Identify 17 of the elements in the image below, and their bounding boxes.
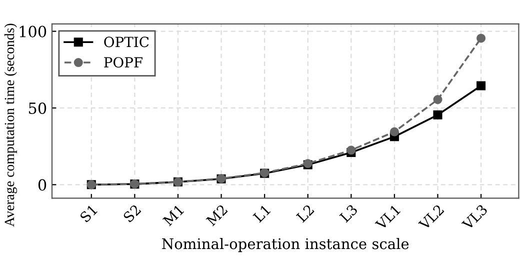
x-tick-label: L3 <box>339 204 358 223</box>
x-tick-label: VL3 <box>461 204 488 231</box>
x-tick-label: S1 <box>79 204 98 223</box>
x-tick-label: VL1 <box>374 204 401 230</box>
x-tick-label: VL2 <box>418 204 444 230</box>
legend-label: POPF <box>104 57 143 68</box>
legend-label: OPTIC <box>104 36 149 48</box>
x-tick-label: L1 <box>252 204 271 223</box>
y-axis-title: Average computation time (seconds) <box>4 24 17 227</box>
x-tick-label: M2 <box>206 204 228 226</box>
x-tick-label: S2 <box>122 204 142 223</box>
y-tick-label: 50 <box>28 102 46 114</box>
x-tick-label: M1 <box>162 204 184 226</box>
y-tick-label: 100 <box>20 26 46 38</box>
x-axis-title: Nominal-operation instance scale <box>162 238 409 252</box>
y-tick-label: 0 <box>38 179 46 191</box>
x-tick-label: L2 <box>296 204 314 223</box>
